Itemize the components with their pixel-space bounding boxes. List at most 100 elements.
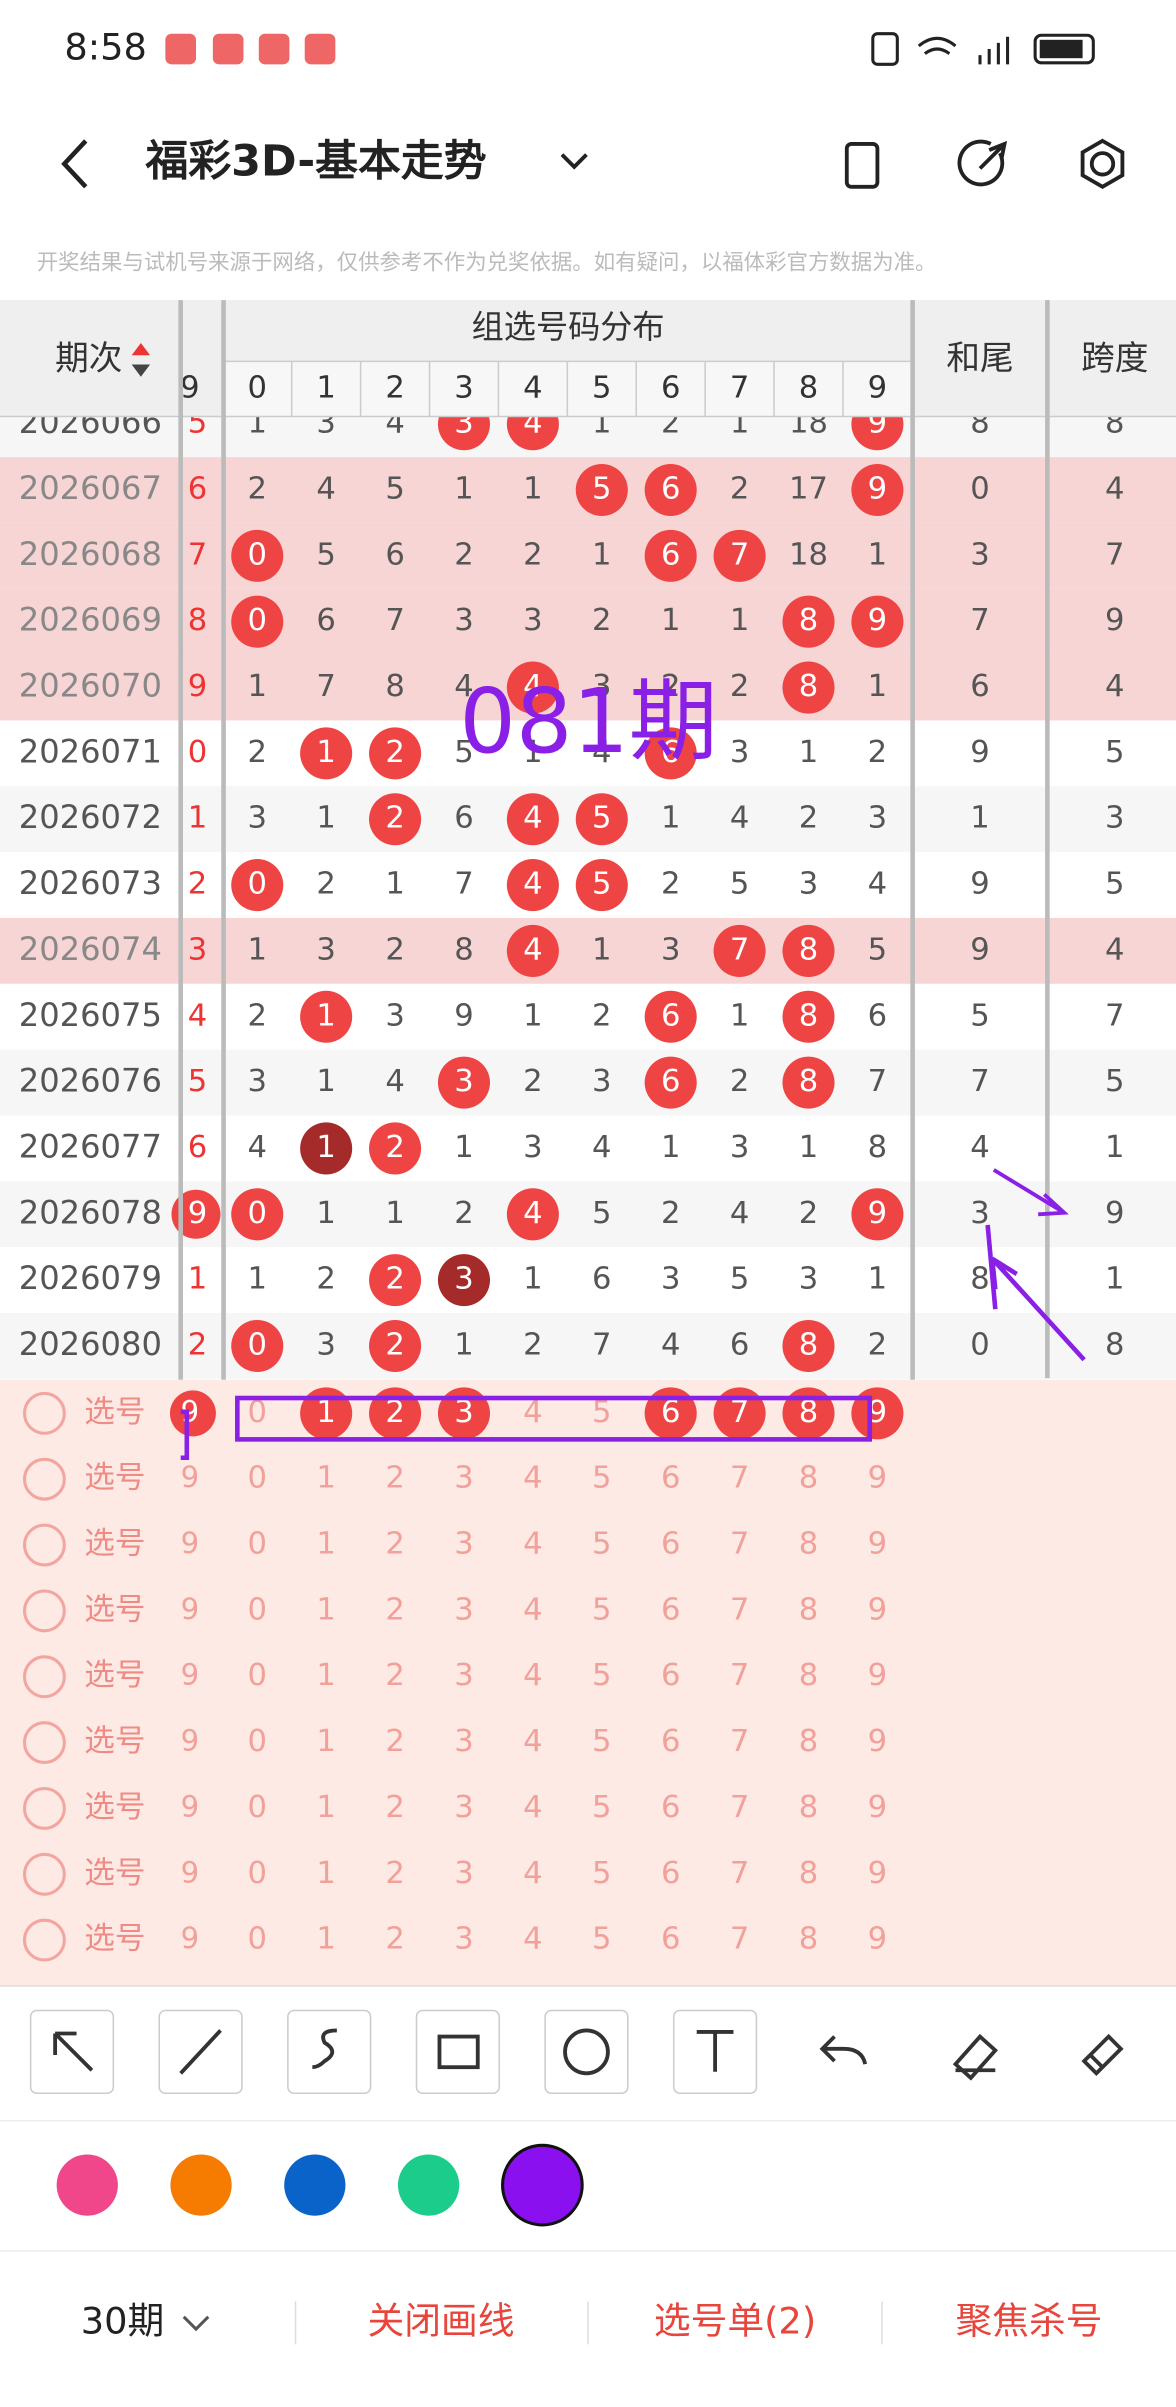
pick-digit[interactable]: 5 (592, 1724, 611, 1759)
pick-digit[interactable]: 5 (592, 1592, 611, 1627)
pick-digit[interactable]: 4 (523, 1922, 542, 1957)
pick-digit[interactable]: 8 (799, 1658, 818, 1693)
pick-label[interactable]: 选号 (84, 1592, 145, 1627)
pick-digit[interactable]: 1 (316, 1527, 335, 1562)
color-swatch[interactable] (501, 2143, 584, 2227)
pick-digit[interactable]: 9 (868, 1658, 887, 1693)
pick-digit[interactable]: 9 (868, 1461, 887, 1496)
pick-digit[interactable]: 6 (661, 1461, 680, 1496)
pick-digit[interactable]: 7 (730, 1790, 749, 1825)
pick-digit[interactable]: 4 (523, 1461, 542, 1496)
title-dropdown[interactable] (560, 153, 588, 170)
pick-digit[interactable]: 2 (385, 1395, 404, 1430)
pick-radio[interactable] (22, 1918, 66, 1962)
pick-digit[interactable]: 7 (730, 1592, 749, 1627)
color-swatch[interactable] (170, 2154, 232, 2216)
pick-digit[interactable]: 3 (454, 1658, 473, 1693)
tool-rect[interactable] (437, 2034, 480, 2070)
close-lines-button[interactable]: 关闭画线 (367, 2299, 514, 2342)
period-dropdown[interactable] (182, 2315, 210, 2332)
pick-digit[interactable]: 8 (799, 1461, 818, 1496)
pick-radio[interactable] (22, 1589, 66, 1633)
pick-digit[interactable]: 8 (799, 1790, 818, 1825)
pick-digit[interactable]: 7 (730, 1461, 749, 1496)
pick-digit[interactable]: 9 (868, 1527, 887, 1562)
pick-digit[interactable]: 9 (868, 1922, 887, 1957)
pick-digit[interactable]: 8 (799, 1922, 818, 1957)
pick-digit[interactable]: 8 (799, 1395, 818, 1430)
page-title[interactable]: 福彩3D-基本走势 (144, 136, 486, 186)
pick-digit[interactable]: 7 (730, 1527, 749, 1562)
pick-digit[interactable]: 8 (799, 1856, 818, 1891)
pick-digit[interactable]: 6 (661, 1592, 680, 1627)
pick-digit[interactable]: 0 (248, 1527, 267, 1562)
pick-radio[interactable] (22, 1655, 66, 1699)
pick-digit[interactable]: 4 (523, 1724, 542, 1759)
focus-kill-button[interactable]: 聚焦杀号 (955, 2299, 1102, 2342)
pick-digit[interactable]: 5 (592, 1461, 611, 1496)
pick-label[interactable]: 选号 (84, 1461, 145, 1496)
pick-digit[interactable]: 4 (523, 1395, 542, 1430)
period-count[interactable]: 30期 (81, 2299, 165, 2342)
pick-digit[interactable]: 3 (454, 1592, 473, 1627)
pick-digit[interactable]: 7 (730, 1724, 749, 1759)
pick-digit[interactable]: 2 (385, 1790, 404, 1825)
pick-digit[interactable]: 3 (454, 1724, 473, 1759)
pick-label[interactable]: 选号 (84, 1395, 145, 1430)
tool-clear[interactable] (1081, 2033, 1124, 2077)
pick-digit[interactable]: 5 (592, 1527, 611, 1562)
pick-digit[interactable]: 9 (868, 1395, 887, 1430)
pick-digit[interactable]: 0 (248, 1790, 267, 1825)
pick-digit[interactable]: 4 (523, 1856, 542, 1891)
pick-digit[interactable]: 3 (454, 1527, 473, 1562)
pick-digit[interactable]: 0 (248, 1395, 267, 1430)
pick-digit[interactable]: 1 (316, 1790, 335, 1825)
back-button[interactable] (61, 139, 88, 189)
pick-digit[interactable]: 0 (248, 1658, 267, 1693)
pick-digit[interactable]: 5 (592, 1856, 611, 1891)
pick-digit[interactable]: 4 (523, 1790, 542, 1825)
pick-digit[interactable]: 2 (385, 1527, 404, 1562)
pick-digit[interactable]: 5 (592, 1395, 611, 1430)
pick-digit[interactable]: 8 (799, 1527, 818, 1562)
layout-button[interactable] (844, 142, 880, 189)
pick-digit[interactable]: 1 (316, 1592, 335, 1627)
tool-circle[interactable] (563, 2028, 610, 2076)
pick-digit[interactable]: 0 (248, 1461, 267, 1496)
pick-digit[interactable]: 2 (385, 1856, 404, 1891)
pick-digit[interactable]: 5 (592, 1658, 611, 1693)
color-swatch[interactable] (397, 2154, 460, 2216)
pick-radio[interactable] (22, 1852, 66, 1896)
pick-label[interactable]: 选号 (84, 1527, 145, 1562)
pick-label[interactable]: 选号 (84, 1922, 145, 1957)
pick-digit[interactable]: 0 (248, 1724, 267, 1759)
pick-digit[interactable]: 2 (385, 1724, 404, 1759)
pick-digit[interactable]: 9 (868, 1724, 887, 1759)
pick-list-button[interactable]: 选号单(2) (654, 2299, 816, 2342)
tool-text[interactable] (696, 2030, 734, 2072)
pick-digit[interactable]: 7 (730, 1856, 749, 1891)
pick-label[interactable]: 选号 (84, 1724, 145, 1759)
pick-digit[interactable]: 4 (523, 1527, 542, 1562)
settings-button[interactable] (1089, 151, 1116, 177)
pick-radio[interactable] (22, 1786, 66, 1830)
pick-digit[interactable]: 0 (248, 1922, 267, 1957)
pick-digit[interactable]: 0 (248, 1592, 267, 1627)
pick-label[interactable]: 选号 (84, 1856, 145, 1891)
pick-digit[interactable]: 7 (730, 1395, 749, 1430)
pick-digit[interactable]: 7 (730, 1922, 749, 1957)
pick-digit[interactable]: 2 (385, 1658, 404, 1693)
pick-digit[interactable]: 2 (385, 1461, 404, 1496)
pick-digit[interactable]: 1 (316, 1922, 335, 1957)
pick-digit[interactable]: 1 (316, 1856, 335, 1891)
tool-undo[interactable] (819, 2035, 868, 2065)
pick-digit[interactable]: 5 (592, 1790, 611, 1825)
pick-digit[interactable]: 3 (454, 1790, 473, 1825)
pick-digit[interactable]: 6 (661, 1527, 680, 1562)
pick-digit[interactable]: 3 (454, 1461, 473, 1496)
tool-curve[interactable] (312, 2028, 337, 2070)
pick-radio[interactable] (22, 1457, 66, 1501)
share-button[interactable] (957, 139, 1008, 187)
pick-digit[interactable]: 9 (868, 1790, 887, 1825)
pick-digit[interactable]: 1 (316, 1658, 335, 1693)
